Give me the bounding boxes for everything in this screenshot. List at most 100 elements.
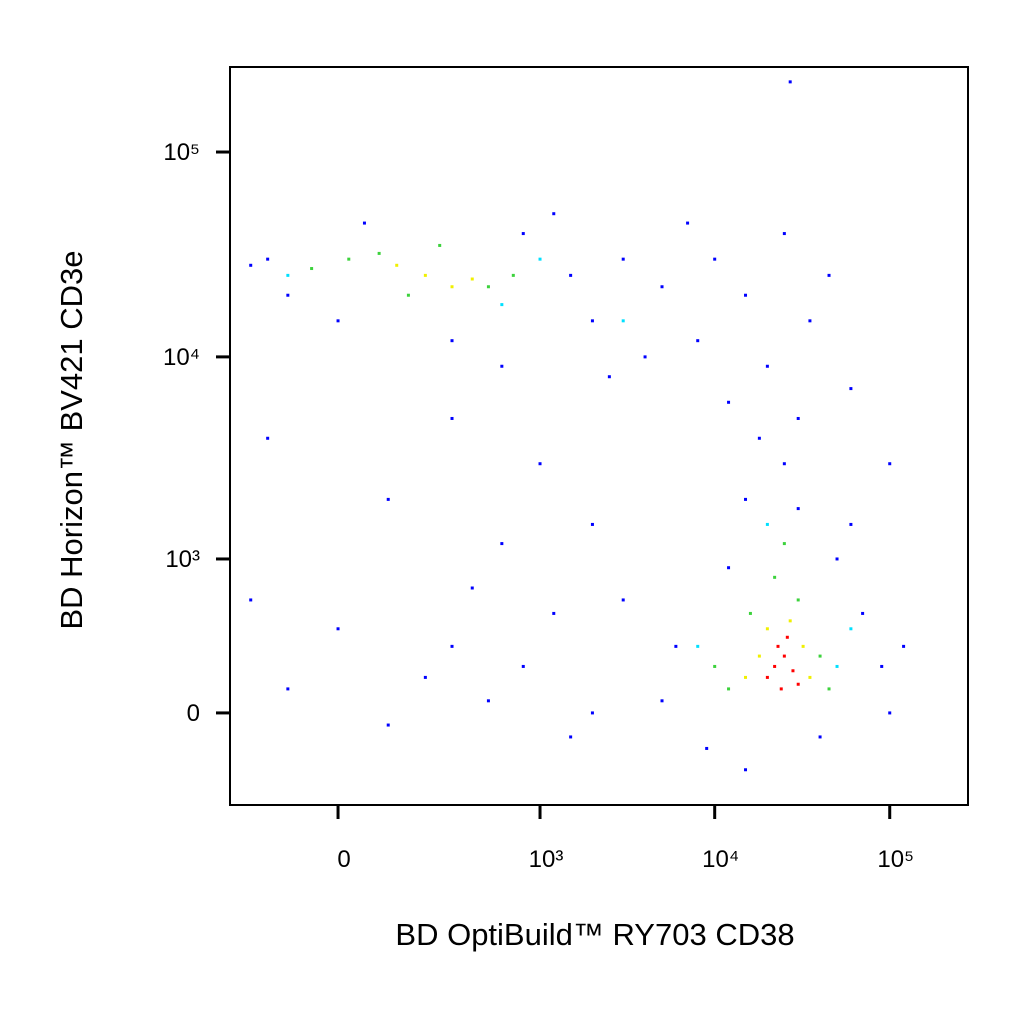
point bbox=[849, 387, 853, 391]
point bbox=[818, 735, 822, 739]
point bbox=[486, 285, 490, 289]
point bbox=[818, 654, 822, 658]
point bbox=[470, 277, 474, 281]
point bbox=[757, 436, 761, 440]
point bbox=[500, 542, 504, 546]
point bbox=[336, 319, 340, 323]
y-tick-label: 10³ bbox=[165, 546, 200, 573]
point bbox=[450, 339, 454, 343]
point bbox=[286, 687, 290, 691]
point bbox=[500, 303, 504, 307]
point bbox=[861, 611, 865, 615]
point bbox=[827, 273, 831, 277]
point bbox=[569, 273, 573, 277]
point bbox=[835, 664, 839, 668]
point bbox=[791, 669, 795, 673]
point bbox=[362, 221, 366, 225]
point bbox=[757, 654, 761, 658]
point bbox=[796, 682, 800, 686]
point bbox=[521, 664, 525, 668]
point bbox=[310, 267, 314, 271]
point bbox=[423, 273, 427, 277]
point bbox=[835, 557, 839, 561]
x-tick-label: 0 bbox=[337, 846, 350, 873]
point bbox=[888, 462, 892, 466]
plot-frame bbox=[229, 66, 969, 806]
point bbox=[406, 293, 410, 297]
point bbox=[660, 285, 664, 289]
point bbox=[773, 664, 777, 668]
point bbox=[765, 627, 769, 631]
point bbox=[782, 232, 786, 236]
point bbox=[849, 627, 853, 631]
point bbox=[552, 611, 556, 615]
point bbox=[590, 522, 594, 526]
point bbox=[450, 285, 454, 289]
point bbox=[470, 586, 474, 590]
point bbox=[788, 619, 792, 623]
point bbox=[705, 746, 709, 750]
point bbox=[827, 687, 831, 691]
point bbox=[796, 507, 800, 511]
point bbox=[643, 355, 647, 359]
point bbox=[808, 675, 812, 679]
point bbox=[286, 293, 290, 297]
point bbox=[782, 542, 786, 546]
point bbox=[590, 319, 594, 323]
point bbox=[286, 273, 290, 277]
point bbox=[552, 212, 556, 216]
y-tick-label: 0 bbox=[187, 700, 200, 727]
point bbox=[779, 687, 783, 691]
x-tick-label: 10⁵ bbox=[877, 846, 914, 873]
point bbox=[450, 644, 454, 648]
point bbox=[621, 257, 625, 261]
point bbox=[765, 522, 769, 526]
point bbox=[808, 319, 812, 323]
point bbox=[621, 598, 625, 602]
point bbox=[590, 711, 594, 715]
point bbox=[500, 364, 504, 368]
point bbox=[696, 644, 700, 648]
point bbox=[438, 243, 442, 247]
point bbox=[266, 436, 270, 440]
point bbox=[880, 664, 884, 668]
point bbox=[450, 416, 454, 420]
point bbox=[621, 319, 625, 323]
point bbox=[336, 627, 340, 631]
point bbox=[377, 251, 381, 255]
x-tick-label: 10³ bbox=[529, 846, 564, 873]
point bbox=[727, 566, 731, 570]
point bbox=[347, 257, 351, 261]
point bbox=[744, 675, 748, 679]
x-axis-title: BD OptiBuild™ RY703 CD38 bbox=[395, 917, 794, 952]
point bbox=[511, 273, 515, 277]
point bbox=[744, 497, 748, 501]
point bbox=[744, 768, 748, 772]
point bbox=[686, 221, 690, 225]
point bbox=[776, 644, 780, 648]
point bbox=[569, 735, 573, 739]
point bbox=[423, 675, 427, 679]
point bbox=[782, 654, 786, 658]
point bbox=[788, 80, 792, 84]
point bbox=[902, 644, 906, 648]
y-tick-label: 10⁵ bbox=[163, 139, 200, 166]
point bbox=[727, 400, 731, 404]
point bbox=[538, 257, 542, 261]
point bbox=[782, 462, 786, 466]
point bbox=[395, 263, 399, 267]
point bbox=[773, 575, 777, 579]
y-tick-label: 10⁴ bbox=[163, 344, 200, 371]
point bbox=[538, 462, 542, 466]
point bbox=[386, 723, 390, 727]
point bbox=[607, 375, 611, 379]
point bbox=[249, 263, 253, 267]
point bbox=[521, 232, 525, 236]
point bbox=[796, 598, 800, 602]
point bbox=[748, 611, 752, 615]
point bbox=[849, 522, 853, 526]
y-axis-title: BD Horizon™ BV421 CD3e bbox=[54, 250, 89, 629]
point bbox=[801, 644, 805, 648]
